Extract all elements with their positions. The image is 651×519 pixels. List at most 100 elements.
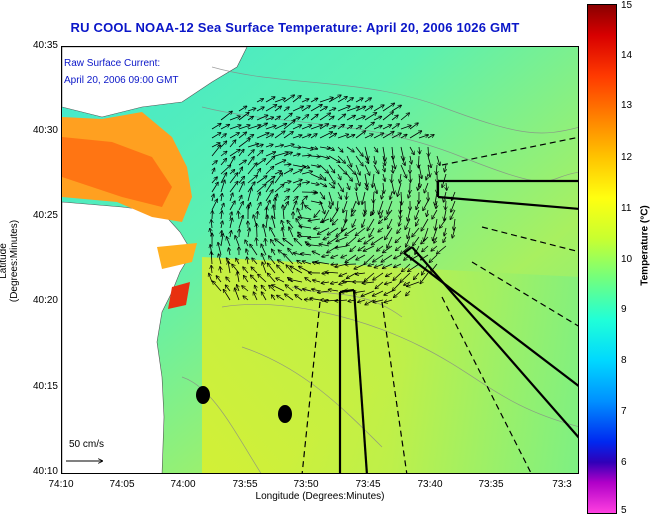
colorbar-tick: 6 — [621, 457, 627, 468]
current-vector — [229, 133, 239, 139]
colorbar-tick: 8 — [621, 355, 627, 366]
current-vector — [355, 131, 365, 139]
current-vector — [445, 164, 447, 172]
current-vector — [292, 201, 296, 211]
current-vector — [410, 155, 412, 164]
current-vector — [345, 264, 357, 265]
current-vector — [329, 290, 339, 292]
current-vector — [290, 266, 303, 274]
overlay-line-2: April 20, 2006 09:00 GMT — [64, 75, 179, 86]
current-vector — [418, 182, 419, 190]
current-vector — [274, 152, 288, 157]
current-vector — [316, 262, 330, 265]
current-vector — [265, 126, 276, 130]
current-vector — [266, 216, 268, 229]
current-vector — [216, 276, 222, 283]
current-vector — [358, 245, 366, 251]
current-vector — [301, 106, 310, 112]
current-vector — [268, 274, 276, 283]
current-vector — [229, 157, 235, 166]
current-vector — [283, 164, 291, 165]
current-vector — [363, 282, 375, 283]
current-vector — [292, 184, 301, 193]
current-vector — [382, 191, 384, 199]
surface-current-vectors — [209, 95, 455, 305]
current-vector — [301, 254, 312, 255]
current-vector — [229, 248, 230, 256]
current-vector — [383, 164, 385, 172]
current-vector — [328, 155, 340, 162]
current-vector — [384, 290, 393, 295]
current-vector — [221, 194, 222, 202]
current-vector — [292, 106, 303, 112]
colorbar-tick: 11 — [621, 203, 632, 214]
current-vector — [247, 117, 253, 121]
current-vector — [238, 106, 247, 112]
current-vector — [283, 95, 294, 103]
current-vector — [391, 105, 401, 112]
current-vector — [274, 124, 286, 130]
current-vector — [247, 257, 248, 265]
current-vector — [355, 107, 365, 112]
land-north — [62, 47, 248, 118]
current-vector — [319, 113, 330, 121]
current-vector — [355, 173, 360, 186]
current-vector — [428, 146, 429, 156]
map-canvas — [62, 47, 578, 473]
current-vector — [386, 272, 393, 276]
current-vector — [289, 227, 294, 238]
current-vector — [406, 236, 411, 247]
current-vector — [292, 154, 300, 156]
current-vector — [337, 134, 348, 139]
current-vector — [272, 295, 276, 301]
current-vector — [229, 193, 233, 202]
current-vector — [407, 281, 420, 286]
current-vector — [364, 155, 369, 163]
current-vector — [382, 146, 385, 161]
current-vector — [346, 107, 359, 112]
current-vector — [284, 254, 294, 265]
current-vector — [415, 209, 420, 219]
current-vector — [230, 231, 231, 238]
current-vector — [337, 200, 338, 210]
sst-map[interactable] — [61, 46, 579, 474]
current-vector — [424, 182, 429, 193]
current-vector — [371, 209, 375, 215]
colorbar-tick: 12 — [621, 152, 633, 163]
current-vector — [322, 282, 330, 283]
current-vector — [238, 139, 250, 148]
current-vector — [338, 173, 341, 180]
current-vector — [337, 182, 343, 191]
current-vector — [211, 177, 217, 184]
current-vector — [247, 163, 257, 175]
current-vector — [364, 173, 367, 186]
current-vector — [238, 125, 250, 130]
current-vector — [318, 227, 330, 234]
x-tick: 74:05 — [109, 479, 135, 490]
current-vector — [229, 116, 240, 121]
current-vector — [212, 168, 215, 175]
current-vector — [375, 263, 384, 268]
current-vector — [292, 180, 302, 184]
current-vector — [400, 135, 407, 139]
current-vector — [219, 254, 222, 265]
current-vector — [346, 236, 357, 246]
current-vector — [337, 97, 347, 103]
current-vector — [383, 245, 393, 253]
current-vector — [265, 145, 273, 148]
buoy-marker — [196, 386, 210, 404]
current-vector — [295, 286, 303, 292]
current-vector — [434, 236, 438, 243]
current-vector — [328, 116, 334, 121]
current-vector — [286, 285, 294, 292]
transect-lines — [301, 136, 578, 473]
current-vector — [423, 200, 429, 210]
current-vector — [444, 227, 446, 236]
current-vector — [373, 254, 384, 262]
current-vector — [310, 173, 322, 179]
current-vector — [319, 191, 325, 199]
current-vector — [323, 237, 330, 240]
current-vector — [285, 294, 294, 301]
current-vector — [337, 114, 345, 121]
current-vector — [373, 182, 377, 193]
